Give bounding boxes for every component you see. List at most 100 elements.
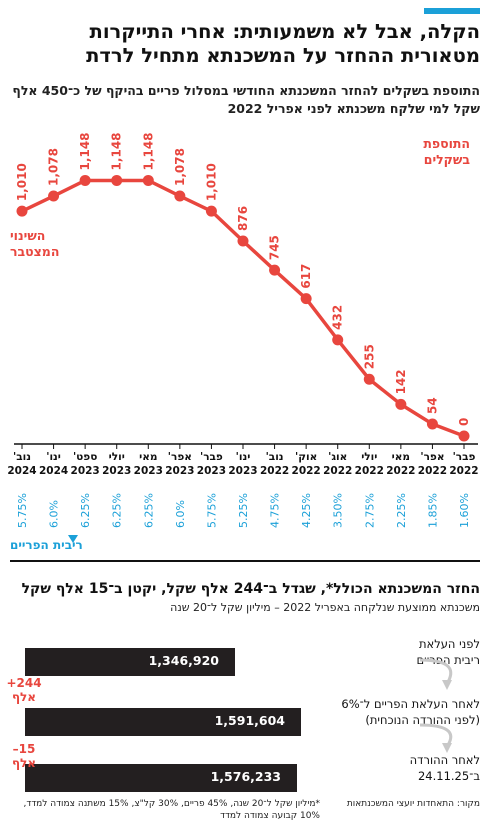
- bar-value: 1,576,233: [210, 769, 281, 784]
- tick-label-year: 2023: [197, 465, 226, 477]
- arrow-head-icon: [442, 743, 452, 753]
- tick-label-year: 2024: [39, 465, 68, 477]
- headline: הקלה, אבל לא משמעותית: אחרי התייקרות מטא…: [86, 20, 480, 67]
- bar-row-before: לפני העלאת ריבית הפריים 1,346,920: [10, 636, 480, 680]
- tick-label-month: ינו': [46, 451, 61, 463]
- prime-rate-label: 6.0%: [174, 500, 187, 528]
- tick-label-year: 2022: [323, 465, 352, 477]
- tick-label-year: 2022: [449, 465, 478, 477]
- data-point: [363, 373, 375, 385]
- data-label: 142: [394, 369, 408, 394]
- tick-label-month: אוק': [295, 451, 317, 463]
- bar-before: 1,346,920: [25, 648, 235, 676]
- data-point: [174, 190, 186, 202]
- tick-label-year: 2023: [228, 465, 257, 477]
- data-point: [79, 174, 91, 186]
- data-label: 617: [299, 264, 313, 289]
- data-label: 1,078: [173, 148, 187, 186]
- section-divider: [10, 560, 480, 562]
- tick-label-month: פבר': [453, 451, 476, 463]
- prime-rate-label: 4.75%: [269, 493, 282, 528]
- data-label: 432: [331, 305, 345, 330]
- bar-label-after-cut: לאחר ההורדה ב־24.11.25: [330, 752, 480, 784]
- arrow-curve-icon: [419, 723, 453, 746]
- tick-label-month: נוב': [266, 451, 284, 463]
- chart-subtitle: התוספת בשקלים להחזר המשכנתא החודשי במסלו…: [12, 83, 480, 116]
- data-point: [458, 430, 470, 442]
- tick-label-month: יולי: [361, 451, 377, 463]
- tick-label-year: 2024: [7, 465, 36, 477]
- tick-label-year: 2023: [102, 465, 131, 477]
- delta-unit: אלף: [11, 756, 37, 770]
- tick-label-year: 2022: [260, 465, 289, 477]
- data-point: [300, 293, 312, 305]
- data-point: [237, 235, 249, 247]
- bar-row-after-hike: לאחר העלאת הפריים ל־6% (לפני ההורדה הנוכ…: [10, 696, 480, 740]
- data-label: 0: [457, 418, 471, 426]
- cumulative-change-label: השינוי: [10, 228, 45, 243]
- data-point: [332, 334, 344, 346]
- arrow-head-icon: [442, 680, 452, 690]
- bar-value: 1,591,604: [214, 713, 285, 728]
- prime-rate-label: 6.25%: [111, 493, 124, 528]
- tick-label-month: פבר': [200, 451, 223, 463]
- tick-label-year: 2022: [355, 465, 384, 477]
- data-label: 745: [268, 235, 282, 260]
- cumulative-change-label: המצטבר: [10, 244, 59, 259]
- data-point: [269, 264, 281, 276]
- prime-rate-label: 6.0%: [48, 500, 61, 528]
- bar-value: 1,346,920: [148, 653, 219, 668]
- tick-label-month: נוב': [13, 451, 31, 463]
- bars-subtitle: משכנתא ממוצעת שנלקחה באפריל 2022 – מיליו…: [170, 601, 480, 614]
- prime-rate-label: 6.25%: [142, 493, 155, 528]
- tick-label-month: אוג': [328, 451, 347, 463]
- y-axis-label: בשקלים: [424, 152, 471, 167]
- tick-label-month: מאי: [392, 451, 410, 463]
- data-label: 1,148: [110, 132, 124, 170]
- bars-title: החזר המשכנתא הכולל*, שגדל ב־244 אלף שקל,…: [21, 581, 480, 597]
- prime-rate-title: ריבית הפריים: [10, 538, 83, 552]
- tick-label-month: יולי: [109, 451, 125, 463]
- data-point: [16, 205, 28, 217]
- bar-after-cut: 1,576,233: [25, 764, 297, 792]
- prime-rate-label: 3.50%: [332, 493, 345, 528]
- delta-unit: אלף: [11, 690, 37, 704]
- prime-rate-label: 6.25%: [79, 493, 92, 528]
- arrow-curve-icon: [419, 658, 453, 683]
- arrow-down-icon: [68, 535, 78, 543]
- tick-label-month: ספט': [73, 451, 97, 463]
- data-label: 1,078: [47, 148, 61, 186]
- bar-label-line: ריבית הפריים: [416, 653, 480, 667]
- source-note: מקור: התאחדות יועצי המשכנתאות: [346, 799, 480, 809]
- data-label: 1,148: [141, 132, 155, 170]
- bar-after-hike: 1,591,604: [25, 708, 301, 736]
- footnote: *מיליון שקל ל־20 שנה, 45% פריים, 30% קל"…: [23, 799, 320, 821]
- tick-label-month: אפר': [420, 451, 444, 463]
- y-axis-label: התוספת: [423, 136, 470, 151]
- prime-rate-label: 1.85%: [426, 493, 439, 528]
- tick-label-month: מאי: [139, 451, 157, 463]
- data-label: 876: [236, 206, 250, 231]
- bar-row-after-cut: לאחר ההורדה ב־24.11.25 1,576,233: [10, 752, 480, 796]
- tick-label-year: 2022: [386, 465, 415, 477]
- tick-label-year: 2023: [165, 465, 194, 477]
- bar-label-before: לפני העלאת ריבית הפריים: [330, 636, 480, 668]
- prime-rate-label: 5.75%: [16, 493, 29, 528]
- prime-rate-label: 2.25%: [395, 493, 408, 528]
- bar-label-line: (לפני ההורדה הנוכחית): [365, 713, 480, 727]
- data-label: 1,010: [15, 163, 29, 201]
- data-point: [426, 418, 438, 430]
- data-point: [142, 174, 154, 186]
- tick-label-year: 2022: [418, 465, 447, 477]
- delta-increase: +244 אלף: [6, 676, 42, 704]
- tick-label-year: 2022: [292, 465, 321, 477]
- data-label: 1,010: [204, 163, 218, 201]
- prime-rate-label: 2.75%: [363, 493, 376, 528]
- prime-rate-label: 1.60%: [458, 493, 471, 528]
- data-point: [111, 174, 123, 186]
- prime-rate-label: 5.75%: [205, 493, 218, 528]
- data-label: 255: [362, 344, 376, 369]
- data-label: 1,148: [78, 132, 92, 170]
- tick-label-month: ינו': [236, 451, 251, 463]
- data-point: [205, 205, 217, 217]
